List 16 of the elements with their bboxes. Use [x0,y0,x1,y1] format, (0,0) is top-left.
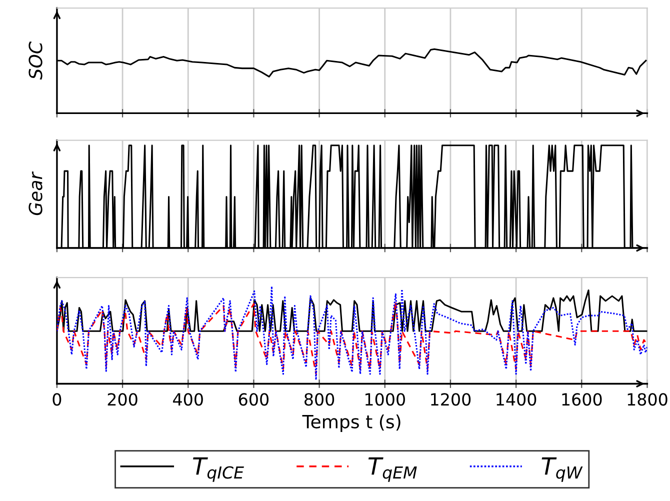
x-tick-label: 600 [238,393,269,406]
legend-label: T$_{qEM}$ [368,457,417,482]
x-tick-label: 1200 [431,393,471,406]
x-tick-label: 1000 [366,393,405,406]
legend-label: T$_{qW}$ [542,457,583,482]
x-tick-label: 800 [304,393,334,406]
x-axis-title: Temps t (s) [302,414,400,432]
y-axis-title: Gear [28,171,42,216]
y-axis-title: SOC [28,42,42,80]
x-tick-label: 0 [52,393,62,406]
x-tick-label: 1600 [562,393,602,406]
x-tick-label: 200 [108,393,138,406]
x-tick-label: 1800 [628,393,668,406]
x-tick-label: 1400 [496,393,536,406]
x-tick-label: 400 [173,393,203,406]
legend-label: T$_{qICE}$ [193,457,244,482]
